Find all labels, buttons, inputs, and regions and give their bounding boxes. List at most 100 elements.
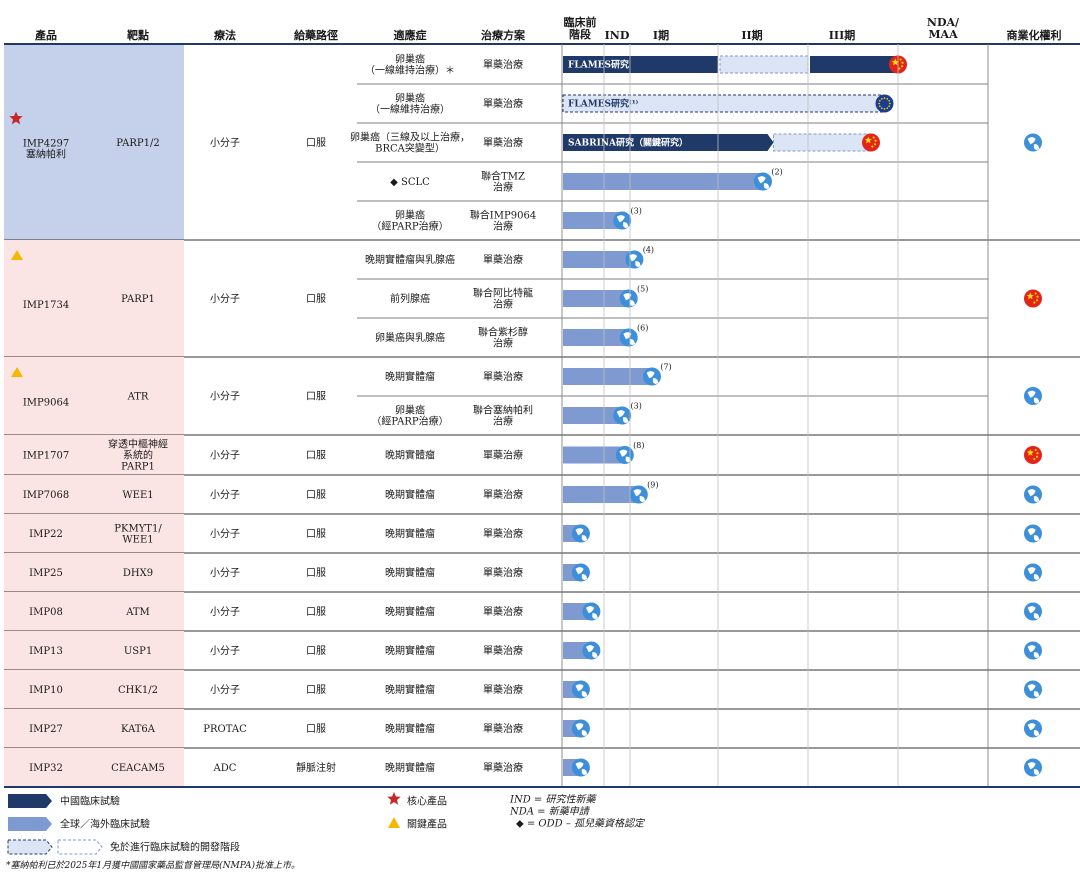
legend-global-swatch [8, 817, 52, 831]
product-name: IMP22 [29, 529, 63, 540]
footnote-marker: (3) [631, 206, 642, 215]
cn-trial-bar [810, 56, 898, 73]
indication: ◆ SCLC [390, 177, 430, 188]
modality: 小分子 [210, 528, 240, 540]
product-block-bg [4, 748, 184, 787]
globe-icon [619, 289, 638, 308]
product-block-bg [4, 553, 184, 592]
global-trial-bar [563, 329, 629, 346]
legend-key-label: 關鍵產品 [407, 818, 447, 831]
legend-odd: ◆ = ODD – 孤兒藥資格認定 [516, 818, 646, 830]
indication: 晚期實體瘤與乳腺癌 [365, 253, 455, 266]
global-trial-bar [563, 290, 629, 307]
legend-key-triangle-icon [388, 817, 400, 828]
globe-icon [571, 758, 590, 777]
target-name: DHX9 [123, 568, 153, 579]
product-block-bg [4, 631, 184, 670]
study-label: SABRINA研究（關鍵研究） [568, 137, 688, 149]
product-name: IMP1707 [23, 451, 69, 462]
product-block-bg [4, 357, 184, 435]
header-route: 給藥路徑 [294, 28, 338, 42]
header-preclinical: 臨床前階段 [564, 15, 597, 41]
header-modality: 療法 [214, 28, 236, 42]
indication: 卵巢癌（經PARP治療） [371, 209, 448, 233]
footnote-marker: (2) [771, 167, 782, 176]
target-name: PARP1 [121, 294, 155, 305]
header-product: 產品 [34, 28, 57, 42]
target-name: USP1 [124, 646, 152, 657]
target-name: CEACAM5 [111, 763, 165, 774]
target-name: PKMYT1/WEE1 [114, 524, 162, 546]
rights-globe-icon [1024, 387, 1042, 405]
globe-icon [754, 172, 772, 191]
regimen: 單藥治療 [483, 253, 523, 266]
regimen: 單藥治療 [483, 566, 523, 579]
header-ind: IND [605, 29, 630, 42]
eu-flag-icon [875, 94, 894, 113]
globe-icon [615, 446, 634, 464]
footnote-marker: (6) [637, 323, 648, 332]
rights-china-flag-icon [1024, 446, 1042, 464]
footnote-marker: (8) [633, 441, 644, 450]
target-name: 穿透中樞神經系統的 PARP1 [108, 438, 168, 473]
header-rights: 商業化權利 [1007, 28, 1062, 42]
globe-icon [582, 641, 601, 660]
product-block-bg [4, 670, 184, 709]
study-label: FLAMES研究 [568, 59, 629, 71]
route: 靜脈注射 [296, 761, 336, 774]
route: 口服 [306, 606, 326, 618]
globe-icon [571, 719, 590, 738]
product-name: IMP10 [29, 685, 63, 696]
global-trial-bar [563, 173, 763, 190]
exempt-bar [719, 55, 809, 74]
exempt-bar [773, 133, 872, 152]
product-name: IMP13 [29, 646, 63, 657]
indication: 晚期實體瘤 [385, 527, 435, 540]
legend-cn-label: 中國臨床試驗 [60, 795, 120, 808]
product-block-bg [4, 240, 184, 357]
footnote: *塞納帕利已於2025年1月獲中國國家藥品監督管理局(NMPA)批准上市。 [6, 860, 300, 871]
target-name: ATR [127, 392, 149, 403]
key-product-triangle-icon [11, 367, 23, 377]
china-flag-icon [862, 133, 880, 152]
product-name: IMP4297 塞納帕利 [23, 139, 69, 161]
legend-cn-swatch [8, 794, 52, 808]
indication: 晚期實體瘤 [385, 605, 435, 618]
route: 口服 [306, 528, 326, 540]
legend-nda: NDA = 新藥申請 [509, 806, 591, 818]
rights-globe-icon [1024, 133, 1042, 152]
globe-icon [629, 485, 648, 504]
legend-ind: IND = 研究性新藥 [509, 794, 597, 806]
legend-core-label: 核心產品 [407, 795, 447, 808]
indication: 卵巢癌（三線及以上治療， BRCA突變型） [350, 131, 470, 155]
globe-icon [613, 406, 632, 425]
regimen: 單藥治療 [483, 605, 523, 618]
global-trial-bar [563, 486, 639, 503]
product-block-bg [4, 475, 184, 514]
indication: 卵巢癌（經PARP治療） [371, 404, 448, 428]
rights-globe-icon [1024, 563, 1042, 582]
regimen: 聯合TMZ 治療 [481, 170, 525, 194]
indication: 晚期實體瘤 [385, 566, 435, 579]
global-trial-bar [563, 407, 623, 424]
product-name: IMP27 [29, 724, 63, 735]
target-name: ATM [125, 607, 150, 618]
route: 口服 [306, 293, 326, 305]
legend-exempt-swatch-cn [7, 839, 53, 855]
globe-icon [571, 563, 590, 582]
legend-core-star-icon [387, 792, 401, 805]
regimen: 聯合塞納帕利治療 [473, 404, 533, 428]
header-nda: NDA/MAA [927, 16, 960, 41]
route: 口服 [306, 567, 326, 579]
legend-exempt-swatch-global [57, 839, 103, 855]
global-trial-bar [563, 212, 623, 229]
regimen: 單藥治療 [483, 722, 523, 735]
cn-trial-bar [563, 56, 718, 73]
regimen: 單藥治療 [483, 449, 523, 462]
modality: 小分子 [210, 606, 240, 618]
cn-trial-bar [563, 134, 774, 151]
regimen: 聯合阿比特龍治療 [473, 287, 533, 311]
indication: 晚期實體瘤 [385, 722, 435, 735]
rights-globe-icon [1024, 680, 1042, 699]
regimen: 單藥治療 [483, 761, 523, 774]
